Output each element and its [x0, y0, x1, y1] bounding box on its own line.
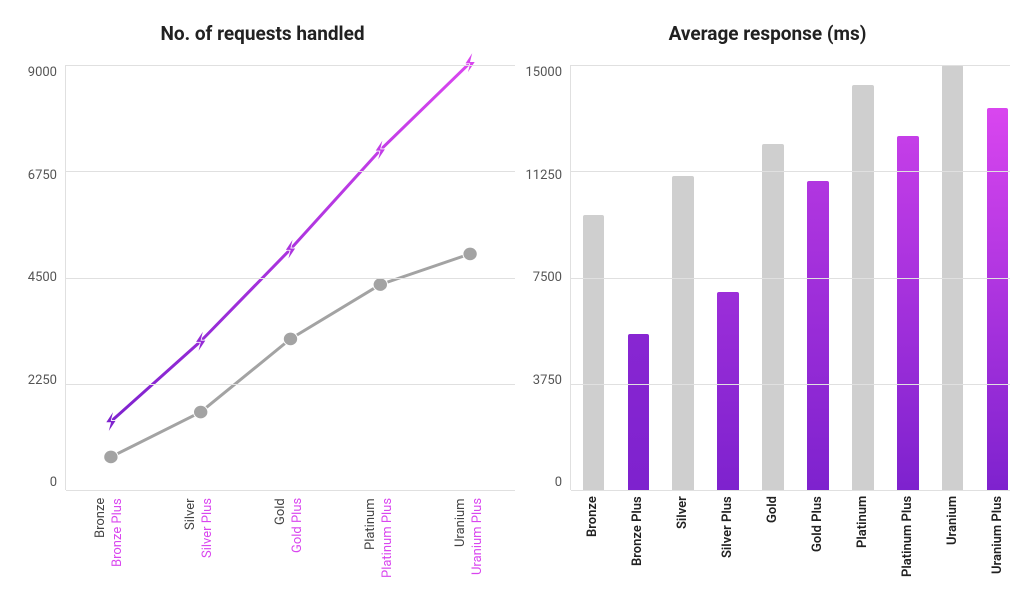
x-tick-label: Gold — [765, 496, 780, 600]
bolt-marker-icon — [285, 238, 296, 261]
x-tick-label-plus: Uranium Plus — [470, 496, 487, 600]
x-tick-label: Uranium — [945, 496, 960, 600]
circle-marker-icon — [283, 332, 297, 346]
y-tick-label: 0 — [555, 475, 562, 490]
x-tick: Uranium Plus — [975, 490, 1010, 600]
x-tick-label: Silver — [183, 496, 200, 600]
x-tick-label-plus: Gold Plus — [290, 496, 307, 600]
x-tick-label: Silver — [675, 496, 690, 600]
y-tick-label: 15000 — [525, 65, 562, 80]
line-chart-x-axis: BronzeBronze PlusSilverSilver PlusGoldGo… — [10, 490, 515, 600]
bar-chart-x-axis: Bronze Bronze Plus Silver Silver Plus Gold Go… — [515, 490, 1010, 600]
bar — [672, 176, 694, 491]
gridline — [571, 278, 1010, 279]
circle-marker-icon — [104, 450, 118, 464]
x-tick-label: Gold Plus — [810, 496, 825, 600]
gridline — [571, 171, 1010, 172]
bar-chart-y-axis: 15000 11250 7500 3750 0 — [515, 65, 570, 490]
bar-chart-panel: Average response (ms) 15000 11250 7500 3750… — [515, 10, 1010, 600]
circle-marker-icon — [463, 247, 477, 261]
x-tick-group: PlatinumPlatinum Plus — [335, 490, 425, 600]
x-tick-group: BronzeBronze Plus — [65, 490, 155, 600]
x-tick: Platinum — [840, 490, 885, 600]
x-tick-label: Platinum Plus — [900, 496, 915, 600]
x-tick-label-plus: Bronze Plus — [110, 496, 127, 600]
x-tick-label: Uranium Plus — [990, 496, 1005, 600]
x-tick: Platinum Plus — [885, 490, 930, 600]
bar-chart-title: Average response (ms) — [515, 22, 1010, 45]
bar-chart-plot — [570, 65, 1010, 490]
y-tick-label: 3750 — [533, 373, 562, 388]
y-tick-label: 0 — [50, 475, 57, 490]
x-tick-label-plus: Silver Plus — [200, 496, 217, 600]
gridline — [571, 490, 1010, 491]
bar — [807, 181, 829, 490]
gridline — [66, 65, 515, 66]
x-tick-label: Silver Plus — [720, 496, 735, 600]
x-tick: Gold — [750, 490, 795, 600]
x-tick-label: Platinum — [363, 496, 380, 600]
x-tick: Bronze Plus — [615, 490, 660, 600]
x-tick: Silver Plus — [705, 490, 750, 600]
bar — [717, 292, 739, 490]
gridline — [66, 490, 515, 491]
x-tick-label: Platinum — [855, 496, 870, 600]
line-chart-plot — [65, 65, 515, 490]
gridline — [66, 384, 515, 385]
x-tick-label: Bronze — [585, 496, 600, 600]
dashboard: No. of requests handled 9000 6750 4500 2250… — [10, 10, 1010, 600]
y-tick-label: 4500 — [28, 270, 57, 285]
x-tick-label: Bronze Plus — [630, 496, 645, 600]
x-tick-label: Uranium — [453, 496, 470, 600]
line-chart-area: 9000 6750 4500 2250 0 — [10, 65, 515, 490]
x-tick: Uranium — [930, 490, 975, 600]
x-tick-label: Bronze — [93, 496, 110, 600]
gridline — [571, 65, 1010, 66]
x-tick: Bronze — [570, 490, 615, 600]
bolt-marker-icon — [195, 330, 206, 353]
bar — [852, 85, 874, 490]
line-series — [111, 254, 470, 457]
line-chart-y-axis: 9000 6750 4500 2250 0 — [10, 65, 65, 490]
bar — [583, 215, 605, 490]
y-tick-label: 2250 — [28, 373, 57, 388]
gridline — [66, 171, 515, 172]
bar — [628, 334, 650, 490]
x-tick-label-plus: Platinum Plus — [380, 496, 397, 600]
x-tick-label: Gold — [273, 496, 290, 600]
x-tick-group: SilverSilver Plus — [155, 490, 245, 600]
gridline — [571, 384, 1010, 385]
bar — [897, 136, 919, 490]
circle-marker-icon — [194, 405, 208, 419]
bar — [987, 108, 1009, 491]
bar — [762, 144, 784, 490]
gridline — [66, 278, 515, 279]
line-chart-panel: No. of requests handled 9000 6750 4500 2250… — [10, 10, 515, 600]
bolt-marker-icon — [465, 51, 476, 74]
y-tick-label: 11250 — [525, 168, 562, 183]
y-tick-label: 7500 — [533, 270, 562, 285]
x-tick-group: UraniumUranium Plus — [425, 490, 515, 600]
line-chart-title: No. of requests handled — [10, 22, 515, 45]
y-tick-label: 9000 — [28, 65, 57, 80]
x-tick-group: GoldGold Plus — [245, 490, 335, 600]
bar-chart-area: 15000 11250 7500 3750 0 — [515, 65, 1010, 490]
circle-marker-icon — [373, 278, 387, 292]
bolt-marker-icon — [375, 138, 386, 161]
x-tick: Silver — [660, 490, 705, 600]
bolt-marker-icon — [106, 410, 117, 433]
y-tick-label: 6750 — [28, 168, 57, 183]
x-tick: Gold Plus — [795, 490, 840, 600]
